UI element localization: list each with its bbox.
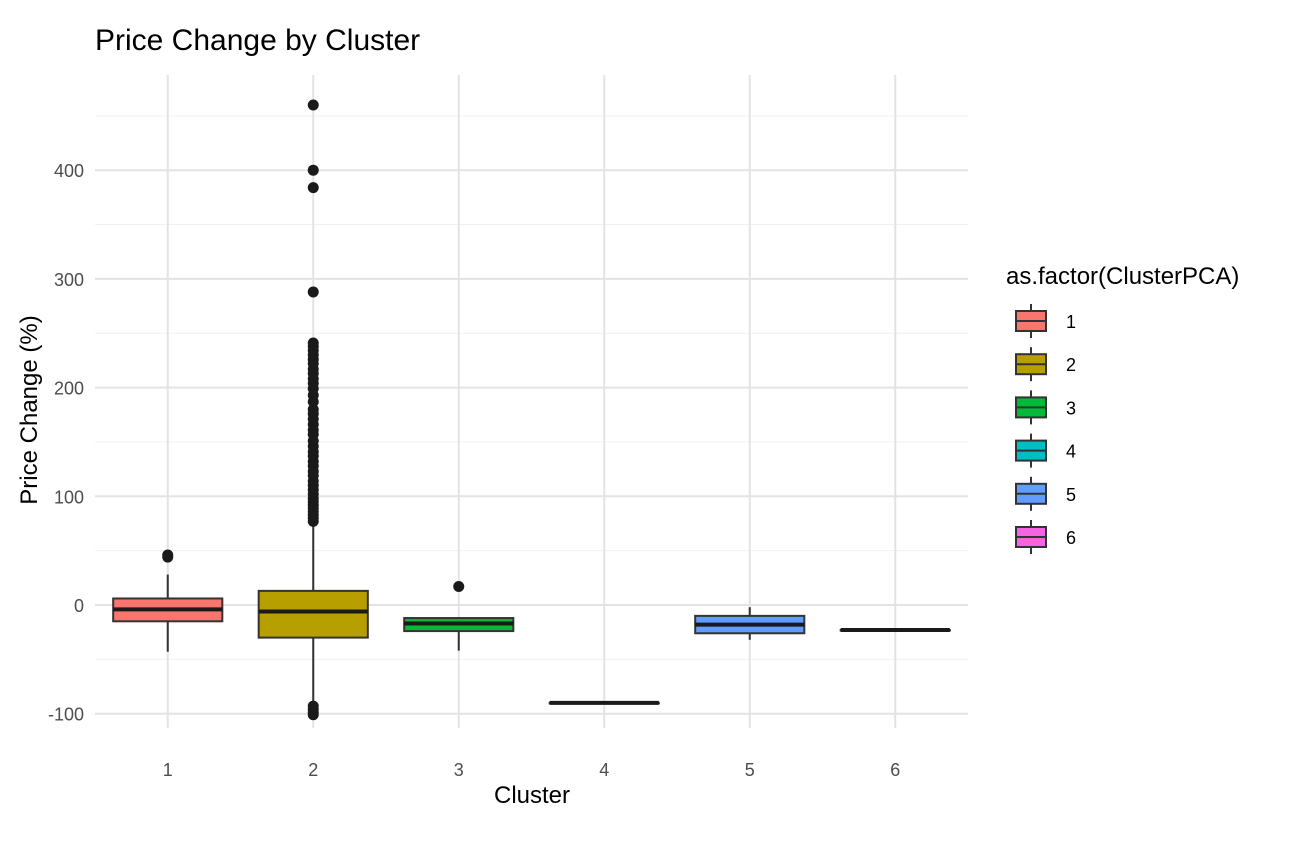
legend-label: 5	[1066, 485, 1076, 505]
legend-label: 6	[1066, 528, 1076, 548]
legend-title: as.factor(ClusterPCA)	[1006, 263, 1240, 290]
y-tick-label: -100	[48, 705, 84, 725]
y-axis-title: Price Change (%)	[16, 315, 43, 505]
outlier-point	[307, 286, 319, 298]
legend-label: 1	[1066, 312, 1076, 332]
x-tick-label: 2	[308, 760, 318, 780]
y-tick-label: 400	[54, 161, 84, 181]
x-axis-title: Cluster	[493, 782, 571, 809]
y-tick-label: 200	[54, 379, 84, 399]
x-tick-label: 4	[599, 760, 609, 780]
x-tick-label: 6	[890, 760, 900, 780]
x-tick-label: 3	[454, 760, 464, 780]
y-tick-label: 300	[54, 270, 84, 290]
box-2	[257, 589, 369, 639]
chart-title: Price Change by Cluster	[95, 24, 421, 57]
legend-label: 2	[1066, 355, 1076, 375]
outlier-point	[307, 396, 319, 408]
outlier-point	[307, 709, 319, 721]
outlier-point	[307, 164, 319, 176]
x-tick-label: 1	[163, 760, 173, 780]
y-tick-label: 0	[74, 596, 84, 616]
y-tick-label: 100	[54, 487, 84, 507]
x-tick-label: 5	[745, 760, 755, 780]
outlier-point	[162, 549, 174, 561]
outlier-point	[307, 99, 319, 111]
outlier-point	[307, 182, 319, 194]
outlier-point	[307, 515, 319, 527]
outlier-point	[453, 581, 465, 593]
legend-label: 4	[1066, 442, 1076, 462]
legend-label: 3	[1066, 398, 1076, 418]
